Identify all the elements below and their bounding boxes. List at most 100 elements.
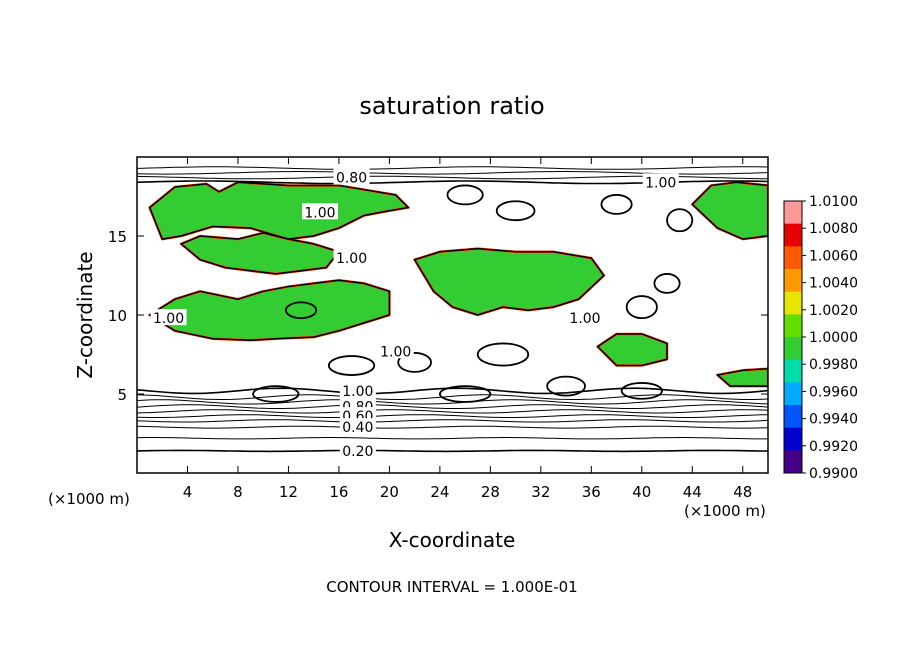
colorbar-label: 1.0020 <box>809 303 858 319</box>
contour-cell <box>438 385 492 403</box>
colorbar-swatch <box>784 314 802 338</box>
contour-cell <box>476 342 530 367</box>
colorbar-swatch <box>784 382 802 406</box>
contour-line <box>137 404 768 409</box>
x-tick-label: 28 <box>481 483 500 501</box>
colorbar-swatch <box>784 359 802 383</box>
contour-line <box>137 449 768 453</box>
contour-line <box>596 333 668 367</box>
colorbar-swatch <box>784 337 802 361</box>
contour-interval-text: CONTOUR INTERVAL = 1.000E-01 <box>326 578 577 596</box>
contour-labels: 0.801.001.001.001.001.001.001.000.800.60… <box>150 168 679 460</box>
saturated-region <box>596 332 669 367</box>
colorbar: 1.0100 1.0080 1.0060 1.0040 1.0020 1.0000 0.99… <box>783 194 858 482</box>
colorbar-swatch <box>784 450 802 474</box>
x-tick-label: 24 <box>430 483 449 501</box>
contour-cell <box>495 200 536 222</box>
contour-label: 1.00 <box>304 205 335 221</box>
y-tick-label: 15 <box>108 228 127 246</box>
x-unit-label-right: (×1000 m) <box>684 502 766 520</box>
contour-line <box>137 387 768 395</box>
x-tick-label: 4 <box>183 483 193 501</box>
contour-label: 1.00 <box>342 384 373 400</box>
contour-line <box>137 409 768 414</box>
colored-regions <box>148 181 768 388</box>
contour-cell <box>666 208 694 233</box>
contour-line <box>715 367 768 387</box>
contour-cell <box>620 382 663 400</box>
y-ticks: 5 10 15 <box>108 228 768 404</box>
contour-label: 0.20 <box>342 444 373 460</box>
x-tick-label: 36 <box>582 483 601 501</box>
contour-cell <box>600 194 633 215</box>
contour-cell <box>327 355 376 376</box>
plot-frame <box>136 156 769 474</box>
x-tick-label: 48 <box>733 483 752 501</box>
contour-label: 1.00 <box>569 311 600 327</box>
colorbar-swatch <box>784 246 802 270</box>
colorbar-label: 1.0100 <box>809 194 858 210</box>
contour-line <box>148 181 410 240</box>
contour-cell <box>625 295 658 320</box>
contour-lines <box>137 166 768 453</box>
contour-line <box>179 232 341 275</box>
colorbar-label: 0.9940 <box>809 412 858 428</box>
contour-label: 1.00 <box>380 344 411 360</box>
x-tick-label: 44 <box>683 483 702 501</box>
contour-cell <box>653 273 681 294</box>
x-tick-label: 40 <box>632 483 651 501</box>
contour-line <box>691 181 768 240</box>
colorbar-label: 0.9900 <box>809 466 858 482</box>
contour-line <box>413 247 605 316</box>
x-tick-label: 20 <box>380 483 399 501</box>
contour-line <box>137 399 768 405</box>
contour-line <box>137 414 768 418</box>
colorbar-label: 1.0060 <box>809 248 858 264</box>
colorbar-swatch <box>784 427 802 451</box>
x-tick-label: 8 <box>233 483 243 501</box>
chart-title: saturation ratio <box>359 92 544 120</box>
saturated-region <box>179 231 341 276</box>
saturated-region <box>691 181 768 241</box>
x-tick-label: 16 <box>329 483 348 501</box>
colorbar-label: 1.0000 <box>809 330 858 346</box>
y-axis-label: Z-coordinate <box>73 251 97 378</box>
x-tick-label: 32 <box>531 483 550 501</box>
colorbar-label: 0.9920 <box>809 439 858 455</box>
colorbar-swatch <box>784 201 802 225</box>
y-tick-label: 5 <box>117 386 127 404</box>
colorbar-label: 1.0080 <box>809 221 858 237</box>
colorbar-label: 0.9960 <box>809 384 858 400</box>
contour-label: 1.00 <box>153 311 184 327</box>
contour-cell <box>252 385 300 403</box>
saturated-region <box>413 247 606 317</box>
contour-label: 1.00 <box>645 175 676 191</box>
contour-line <box>137 437 768 440</box>
contour-cell <box>285 301 318 320</box>
contour-label: 1.00 <box>336 251 367 267</box>
contour-line <box>137 419 768 423</box>
contour-cell <box>546 375 586 397</box>
saturated-region <box>716 367 768 388</box>
contour-cell <box>397 352 432 373</box>
x-unit-label-left: (×1000 m) <box>48 490 130 508</box>
x-tick-label: 12 <box>279 483 298 501</box>
colorbar-swatch <box>784 405 802 429</box>
colorbar-swatch <box>784 223 802 247</box>
contour-label: 0.40 <box>342 420 373 436</box>
contour-line <box>137 166 768 170</box>
contour-cell <box>446 184 484 206</box>
contour-label: 0.80 <box>336 171 367 187</box>
x-axis-label: X-coordinate <box>389 528 516 552</box>
contour-line <box>137 425 768 429</box>
contour-line <box>137 394 768 400</box>
colorbar-swatch <box>784 269 802 293</box>
colorbar-label: 0.9980 <box>809 357 858 373</box>
contour-line <box>148 279 391 342</box>
x-ticks: 4 8 12 16 20 24 28 32 36 40 44 48 <box>183 157 752 501</box>
y-tick-label: 10 <box>108 307 127 325</box>
colorbar-swatch <box>784 291 802 315</box>
colorbar-label: 1.0040 <box>809 276 858 292</box>
